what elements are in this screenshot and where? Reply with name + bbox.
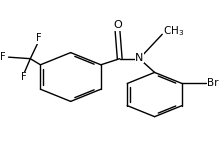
- Text: F: F: [36, 33, 42, 43]
- Text: O: O: [113, 20, 122, 30]
- Text: Br: Br: [207, 79, 219, 89]
- Text: CH$_3$: CH$_3$: [163, 24, 185, 38]
- Text: F: F: [0, 52, 6, 62]
- Text: N: N: [135, 53, 144, 63]
- Text: F: F: [21, 72, 27, 82]
